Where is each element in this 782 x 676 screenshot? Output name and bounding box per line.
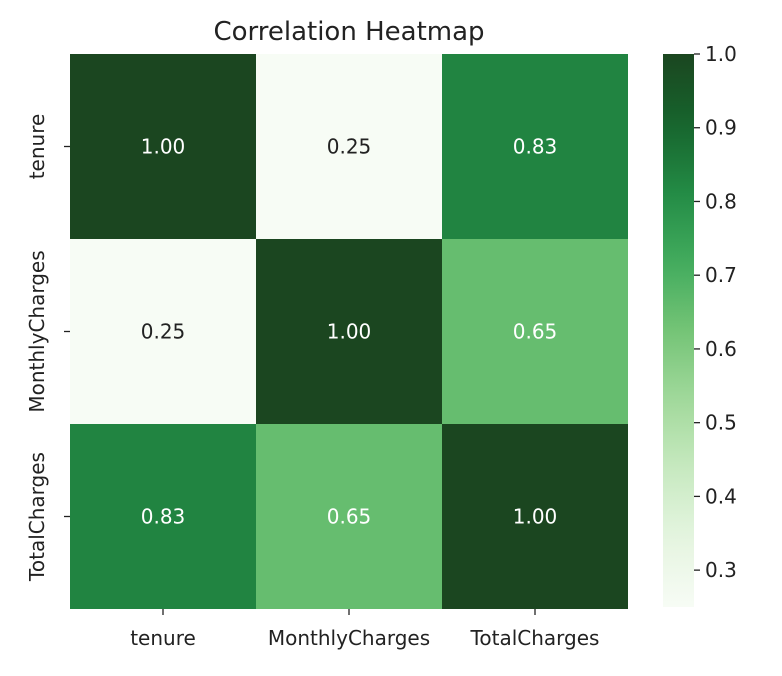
heatmap-cell-totalcharges-monthlycharges xyxy=(256,424,442,609)
y-tick-label-totalcharges: TotalCharges xyxy=(25,452,49,582)
x-axis: tenure MonthlyCharges TotalCharges xyxy=(130,609,599,650)
cell-value-label: 0.25 xyxy=(327,135,372,159)
heatmap-cells: 1.00 0.25 0.83 0.25 1.00 0.65 0.83 0.65 1.00 xyxy=(70,54,628,609)
cell-value-label: 1.00 xyxy=(327,320,372,344)
cell-value-label: 0.65 xyxy=(513,320,558,344)
colorbar-tick-label: 0.7 xyxy=(705,263,737,287)
heatmap-cell-totalcharges-tenure xyxy=(70,424,256,609)
heatmap-cell-monthlycharges-tenure xyxy=(70,239,256,424)
cell-value-label: 1.00 xyxy=(141,135,186,159)
chart-title: Correlation Heatmap xyxy=(213,17,484,47)
colorbar-tick-label: 0.8 xyxy=(705,189,737,213)
heatmap-cell-tenure-tenure xyxy=(70,54,256,239)
y-tick-label-monthlycharges: MonthlyCharges xyxy=(25,250,49,412)
colorbar-tick-label: 0.5 xyxy=(705,411,737,435)
heatmap-cell-monthlycharges-monthlycharges xyxy=(256,239,442,424)
colorbar-tick-label: 1.0 xyxy=(705,42,737,66)
cell-value-label: 0.25 xyxy=(141,320,186,344)
x-tick-label-totalcharges: TotalCharges xyxy=(470,626,600,650)
cell-value-label: 0.83 xyxy=(141,505,186,529)
heatmap-cell-monthlycharges-totalcharges xyxy=(442,239,628,424)
cell-value-label: 1.00 xyxy=(513,505,558,529)
colorbar: 0.3 0.4 0.5 0.6 0.7 0.8 0.9 1.0 xyxy=(663,42,737,607)
heatmap-cell-totalcharges-totalcharges xyxy=(442,424,628,609)
cell-value-label: 0.65 xyxy=(327,505,372,529)
colorbar-tick-label: 0.9 xyxy=(705,116,737,140)
y-tick-label-tenure: tenure xyxy=(25,114,49,180)
cell-value-label: 0.83 xyxy=(513,135,558,159)
colorbar-tick-label: 0.4 xyxy=(705,484,737,508)
heatmap-cell-tenure-monthlycharges xyxy=(256,54,442,239)
colorbar-gradient xyxy=(663,54,694,607)
colorbar-tick-label: 0.6 xyxy=(705,337,737,361)
x-tick-label-monthlycharges: MonthlyCharges xyxy=(268,626,430,650)
y-axis: tenure MonthlyCharges TotalCharges xyxy=(25,114,70,582)
heatmap-cell-tenure-totalcharges xyxy=(442,54,628,239)
colorbar-tick-label: 0.3 xyxy=(705,558,737,582)
x-tick-label-tenure: tenure xyxy=(130,626,196,650)
